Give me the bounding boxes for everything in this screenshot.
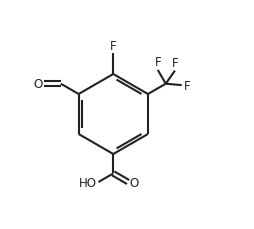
Text: F: F [172, 57, 178, 69]
Text: F: F [154, 56, 161, 69]
Text: O: O [33, 78, 42, 91]
Text: F: F [110, 40, 117, 53]
Text: O: O [130, 176, 139, 189]
Text: HO: HO [79, 176, 97, 189]
Text: F: F [184, 79, 190, 92]
